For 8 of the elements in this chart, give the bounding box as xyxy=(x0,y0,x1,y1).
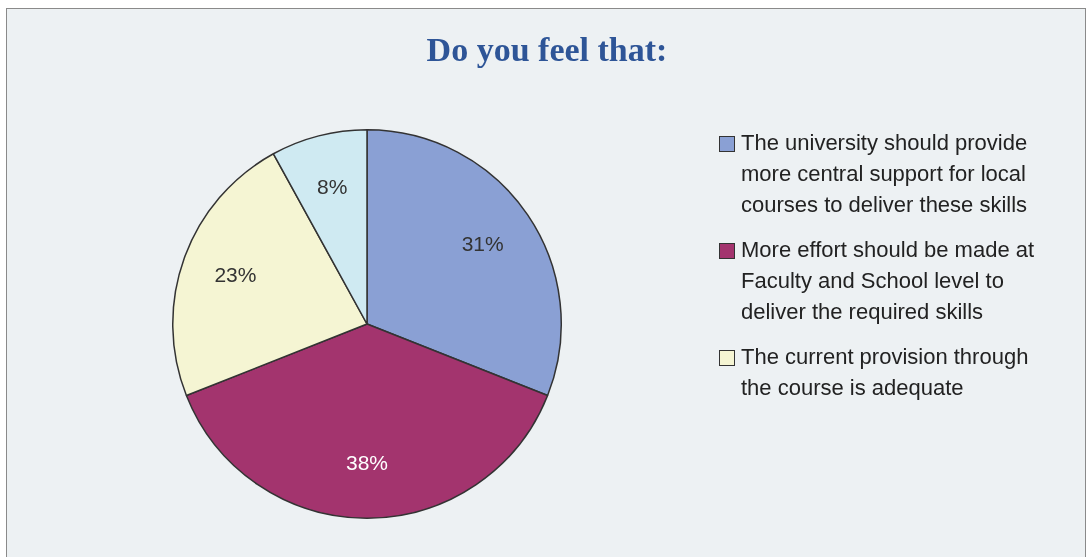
legend-label: The current provision through the course is adequate xyxy=(741,343,1030,402)
chart-title: Do you feel that: xyxy=(425,31,669,69)
legend-label: The university should provide more central support for local courses to deliver these skills xyxy=(741,129,1029,219)
data-label: 8% xyxy=(317,175,348,199)
data-label: 31% xyxy=(461,232,504,256)
legend-label: More effort should be made at Faculty and School level to deliver the required skills xyxy=(741,236,1036,326)
data-label: 38% xyxy=(345,450,389,474)
data-label: 23% xyxy=(214,263,257,287)
